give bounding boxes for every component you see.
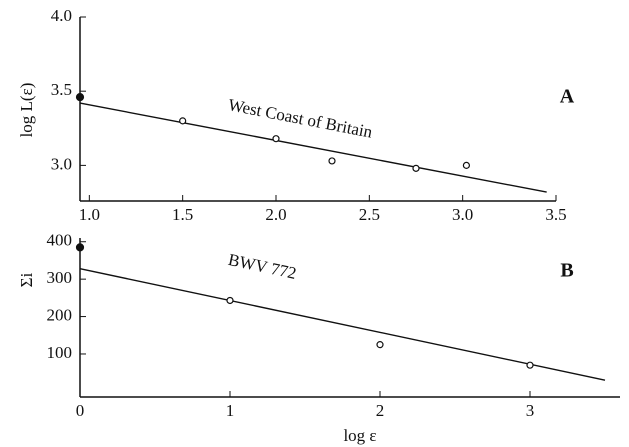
x-tick-label: 3.5: [545, 205, 566, 224]
x-tick-label: 2: [376, 401, 385, 420]
y-tick-label: 3.0: [51, 154, 72, 173]
open-point: [272, 135, 280, 143]
x-tick-label: 2.5: [359, 205, 380, 224]
open-point: [412, 164, 420, 172]
x-tick-label: 1.5: [172, 205, 193, 224]
filled-point: [75, 243, 85, 252]
x-tick-label: 0: [76, 401, 85, 420]
y-tick-label: 200: [47, 305, 73, 324]
y-tick-label: 300: [47, 268, 73, 287]
open-point: [526, 361, 534, 369]
open-point: [226, 296, 234, 305]
x-tick-label: 2.0: [265, 205, 286, 224]
y-tick-label: 4.0: [51, 6, 72, 25]
panel-label: A: [560, 86, 575, 108]
x-axis-label: log ε: [343, 426, 376, 445]
open-point: [376, 341, 384, 349]
y-axis-label: log L(ε): [17, 83, 36, 138]
open-point: [462, 161, 470, 169]
line-label: BWV 772: [227, 250, 299, 283]
x-tick-label: 1: [226, 401, 235, 420]
filled-point: [75, 93, 85, 102]
y-axis-label: Σi: [17, 272, 36, 287]
y-tick-label: 100: [47, 343, 73, 362]
fit-line: [79, 267, 606, 381]
y-tick-label: 3.5: [51, 80, 72, 99]
panel-label: B: [560, 260, 573, 282]
fit-line: [79, 102, 547, 193]
open-point: [328, 157, 336, 165]
x-tick-label: 3: [526, 401, 535, 420]
x-tick-label: 3.0: [452, 205, 473, 224]
x-tick-label: 1.0: [79, 205, 100, 224]
y-tick-label: 400: [47, 231, 73, 250]
open-point: [179, 117, 187, 125]
